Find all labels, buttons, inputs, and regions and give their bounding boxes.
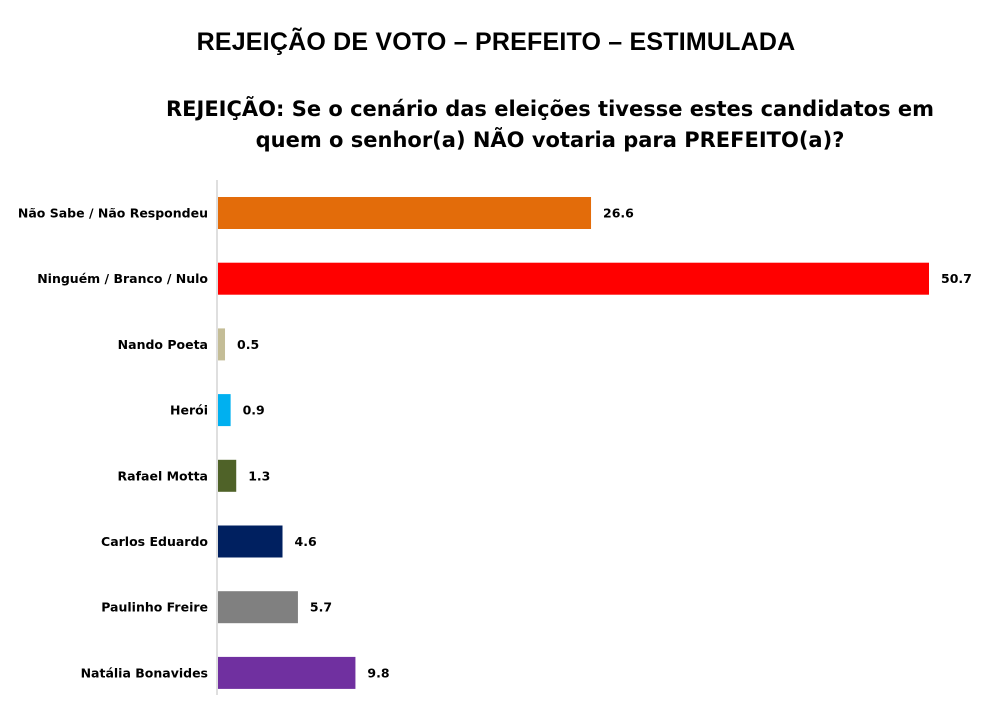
- bar-4: [218, 459, 237, 492]
- category-label-3: Herói: [170, 403, 208, 418]
- value-label-6: 5.7: [310, 600, 332, 615]
- bar-2: [218, 328, 226, 361]
- chart-title: REJEIÇÃO DE VOTO – PREFEITO – ESTIMULADA: [196, 28, 796, 56]
- bar-1: [218, 262, 929, 295]
- category-label-5: Carlos Eduardo: [101, 534, 208, 549]
- bars-group: Não Sabe / Não Respondeu 26.6 Ninguém / Br…: [18, 197, 972, 689]
- category-label-0: Não Sabe / Não Respondeu: [18, 206, 208, 221]
- bar-6: [218, 591, 298, 624]
- category-label-2: Nando Poeta: [118, 337, 208, 352]
- bar-3: [218, 394, 231, 427]
- category-label-4: Rafael Motta: [118, 468, 208, 483]
- bar-5: [218, 525, 283, 558]
- value-label-1: 50.7: [941, 271, 972, 286]
- value-label-0: 26.6: [603, 206, 634, 221]
- value-label-7: 9.8: [367, 665, 389, 680]
- category-label-6: Paulinho Freire: [101, 600, 208, 615]
- bar-0: [218, 197, 592, 229]
- category-label-1: Ninguém / Branco / Nulo: [37, 271, 208, 286]
- value-label-5: 4.6: [295, 534, 317, 549]
- chart-subtitle: REJEIÇÃO: Se o cenário das eleições tive…: [165, 97, 935, 152]
- bar-7: [218, 656, 356, 689]
- value-label-2: 0.5: [237, 337, 259, 352]
- category-label-7: Natália Bonavides: [81, 665, 208, 680]
- value-label-4: 1.3: [248, 468, 270, 483]
- value-label-3: 0.9: [243, 403, 265, 418]
